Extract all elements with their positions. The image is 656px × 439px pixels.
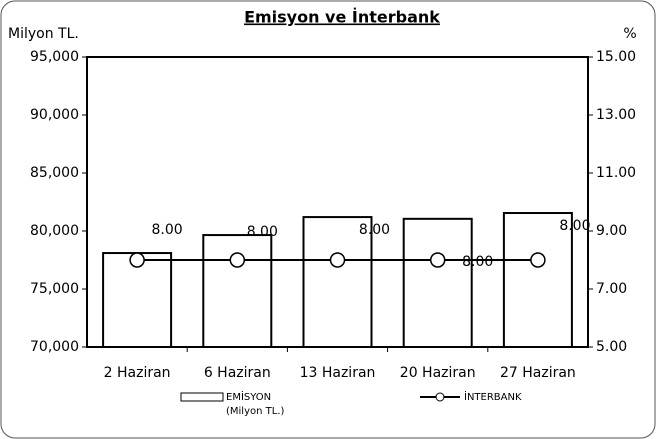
y-tick-label: 90,000 <box>30 107 79 123</box>
line-marker <box>530 252 546 268</box>
data-label: 8.00 <box>247 224 278 240</box>
y2-tick-label: 15.00 <box>596 49 636 65</box>
line-marker <box>129 252 145 268</box>
bar <box>502 212 573 348</box>
line-marker <box>429 252 446 268</box>
y-tick-label: 70,000 <box>30 339 79 355</box>
x-tick-label: 20 Haziran <box>400 365 476 381</box>
line-marker <box>229 252 246 268</box>
legend-marker <box>435 392 445 402</box>
line-marker <box>329 252 346 268</box>
y-tick-label: 80,000 <box>30 223 79 239</box>
x-tick-label: 27 Haziran <box>500 365 576 381</box>
legend-swatch <box>180 392 224 402</box>
y2-tick-label: 7.00 <box>596 281 627 297</box>
y2-axis-label: % <box>623 26 636 42</box>
data-label: 8.00 <box>559 218 590 234</box>
x-tick-label: 6 Haziran <box>204 365 271 381</box>
legend-label: EMİSYON <box>226 390 271 403</box>
y-tick-label: 75,000 <box>30 281 79 297</box>
data-label: 8.00 <box>359 222 390 238</box>
data-label: 8.00 <box>462 254 493 270</box>
y-axis-label: Milyon TL. <box>8 26 79 42</box>
bar <box>402 217 473 348</box>
y-tick-label: 85,000 <box>30 165 79 181</box>
x-tick-label: 2 Haziran <box>104 365 171 381</box>
y2-tick-label: 9.00 <box>596 223 627 239</box>
y2-tick-label: 11.00 <box>596 165 636 181</box>
chart-title: Emisyon ve İnterbank <box>244 8 440 27</box>
bar <box>302 216 373 348</box>
y2-tick-label: 13.00 <box>596 107 636 123</box>
data-label: 8.00 <box>152 222 183 238</box>
legend-subtitle: (Milyon TL.) <box>226 406 284 417</box>
y2-tick-label: 5.00 <box>596 339 627 355</box>
y-tick-label: 95,000 <box>30 49 79 65</box>
legend-label: İNTERBANK <box>464 390 522 403</box>
x-tick-label: 13 Haziran <box>300 365 376 381</box>
bar <box>202 234 273 348</box>
